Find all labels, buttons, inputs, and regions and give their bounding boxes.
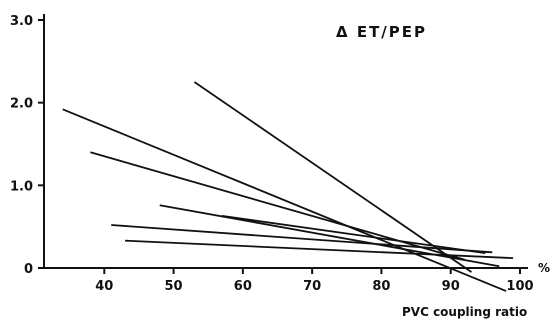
x-tick-label: 80 [372, 279, 390, 294]
chart-title: Δ ET/PEP [336, 23, 427, 41]
x-tick-label: 100 [506, 279, 533, 294]
regression-line-6 [111, 224, 493, 254]
regression-line-2 [62, 108, 507, 292]
x-tick-label: 90 [442, 279, 460, 294]
y-tick-label: 3.0 [10, 14, 33, 29]
y-tick-label: 2.0 [10, 97, 33, 112]
y-tick-label: 1.0 [10, 179, 33, 194]
regression-line-4 [159, 204, 500, 268]
x-unit-label: % [538, 261, 550, 275]
x-tick-label: 40 [95, 279, 113, 294]
regression-line-7 [125, 239, 514, 259]
x-tick-label: 60 [234, 279, 252, 294]
x-axis-label: PVC coupling ratio [402, 305, 527, 319]
x-tick-label: 50 [165, 279, 183, 294]
regression-line-3 [90, 151, 465, 261]
y-tick-label: 0 [24, 262, 33, 277]
x-tick-label: 70 [303, 279, 321, 294]
regression-line-1 [193, 81, 473, 273]
regression-line-5 [221, 215, 486, 254]
